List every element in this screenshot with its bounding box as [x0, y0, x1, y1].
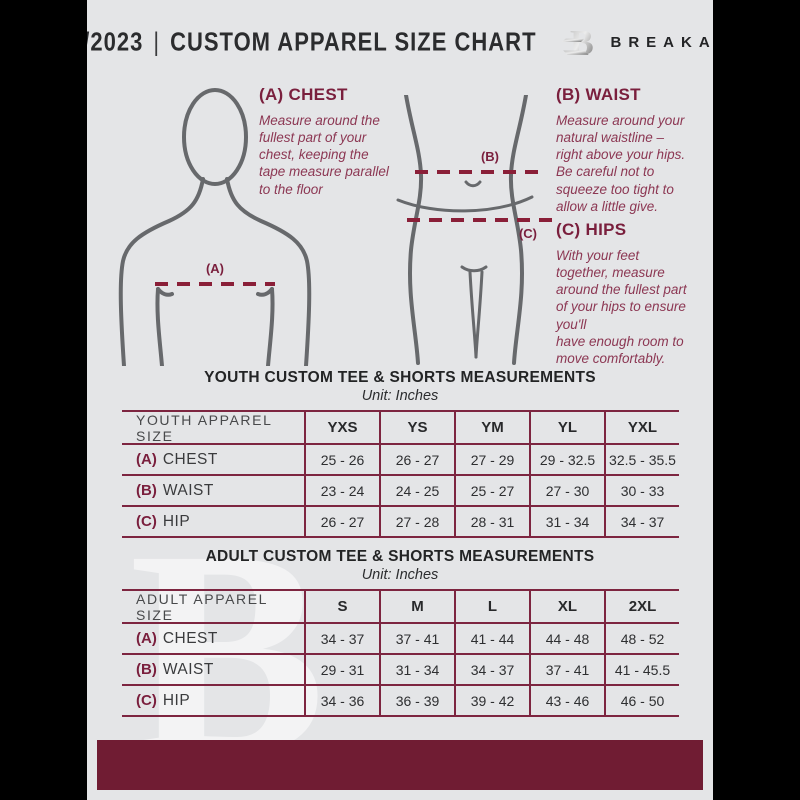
value-cell: 39 - 42: [454, 686, 529, 717]
adult-table-title: ADULT CUSTOM TEE & SHORTS MEASUREMENTS: [205, 548, 595, 565]
row-label-cell: (A) CHEST: [122, 624, 304, 655]
value-cell: 26 - 27: [304, 507, 379, 538]
value-cell: 27 - 30: [529, 476, 604, 507]
value-cell: 46 - 50: [604, 686, 679, 717]
waist-guide-body: Measure around your natural waistline – …: [556, 113, 686, 214]
value-cell: 28 - 31: [454, 507, 529, 538]
value-cell: 41 - 45.5: [604, 655, 679, 686]
figure-label-hips: (C): [519, 226, 537, 241]
svg-text:B: B: [570, 23, 594, 62]
size-column-header: YM: [454, 412, 529, 445]
brand-name: BREAKAWAY: [610, 33, 713, 51]
value-cell: 27 - 29: [454, 445, 529, 476]
youth-size-header-cell: YOUTH APPAREL SIZE: [122, 412, 304, 445]
size-column-header: L: [454, 591, 529, 624]
size-column-header: S: [304, 591, 379, 624]
page-header: 2022/2023 | CUSTOM APPAREL SIZE CHART B BR…: [87, 22, 713, 62]
footer-accent-bar: [97, 740, 703, 790]
size-column-header: 2XL: [604, 591, 679, 624]
hips-guide: (C) HIPS With your feet together, measur…: [556, 220, 708, 367]
size-column-header: XL: [529, 591, 604, 624]
title-text: CUSTOM APPAREL SIZE CHART: [170, 26, 537, 57]
size-column-header: YXL: [604, 412, 679, 445]
value-cell: 43 - 46: [529, 686, 604, 717]
title-year: 2022/2023: [87, 26, 144, 57]
value-cell: 34 - 37: [604, 507, 679, 538]
value-cell: 25 - 26: [304, 445, 379, 476]
value-cell: 31 - 34: [529, 507, 604, 538]
value-cell: 30 - 33: [604, 476, 679, 507]
value-cell: 27 - 28: [379, 507, 454, 538]
adult-size-header-cell: ADULT APPAREL SIZE: [122, 591, 304, 624]
value-cell: 23 - 24: [304, 476, 379, 507]
chest-measurement-figure: (A): [118, 88, 312, 366]
row-label-cell: (C) HIP: [122, 507, 304, 538]
value-cell: 41 - 44: [454, 624, 529, 655]
waist-hip-measurement-figure: (B) (C): [396, 95, 558, 365]
value-cell: 29 - 31: [304, 655, 379, 686]
value-cell: 31 - 34: [379, 655, 454, 686]
adult-size-table: ADULT APPAREL SIZE S M L XL 2XL (A) CHEST…: [122, 589, 679, 717]
hips-guide-body: With your feet together, measure around …: [556, 248, 687, 366]
value-cell: 29 - 32.5: [529, 445, 604, 476]
figure-label-chest: (A): [206, 261, 224, 276]
waist-guide-heading: (B) WAIST: [556, 85, 641, 104]
value-cell: 37 - 41: [529, 655, 604, 686]
chest-guide-body: Measure around the fullest part of your …: [259, 113, 389, 197]
value-cell: 25 - 27: [454, 476, 529, 507]
title-separator: |: [153, 26, 161, 57]
breakaway-b-logo-icon: B: [561, 23, 594, 62]
youth-size-table: YOUTH APPAREL SIZE YXS YS YM YL YXL (A) C…: [122, 410, 679, 538]
navel-mark: [464, 180, 482, 188]
youth-table-unit: Unit: Inches: [361, 388, 439, 404]
chest-guide: (A) CHEST Measure around the fullest par…: [259, 85, 391, 198]
size-chart-page: 2022/2023 | CUSTOM APPAREL SIZE CHART B BR…: [87, 0, 713, 800]
figure-label-waist: (B): [481, 149, 499, 164]
size-column-header: YS: [379, 412, 454, 445]
row-label-cell: (B) WAIST: [122, 655, 304, 686]
row-label-cell: (B) WAIST: [122, 476, 304, 507]
size-column-header: M: [379, 591, 454, 624]
hips-guide-heading: (C) HIPS: [556, 220, 627, 239]
value-cell: 34 - 37: [304, 624, 379, 655]
size-column-header: YXS: [304, 412, 379, 445]
waist-guide: (B) WAIST Measure around your natural wa…: [556, 85, 708, 215]
value-cell: 24 - 25: [379, 476, 454, 507]
value-cell: 34 - 36: [304, 686, 379, 717]
value-cell: 36 - 39: [379, 686, 454, 717]
chest-guide-heading: (A) CHEST: [259, 85, 348, 104]
size-column-header: YL: [529, 412, 604, 445]
youth-table-title: YOUTH CUSTOM TEE & SHORTS MEASUREMENTS: [204, 369, 596, 386]
brand-lockup: B BREAKAWAY: [559, 22, 713, 62]
value-cell: 44 - 48: [529, 624, 604, 655]
value-cell: 34 - 37: [454, 655, 529, 686]
value-cell: 32.5 - 35.5: [604, 445, 679, 476]
page-title: 2022/2023 | CUSTOM APPAREL SIZE CHART: [87, 27, 537, 58]
row-label-cell: (C) HIP: [122, 686, 304, 717]
value-cell: 37 - 41: [379, 624, 454, 655]
value-cell: 48 - 52: [604, 624, 679, 655]
row-label-cell: (A) CHEST: [122, 445, 304, 476]
value-cell: 26 - 27: [379, 445, 454, 476]
adult-table-unit: Unit: Inches: [361, 567, 439, 583]
